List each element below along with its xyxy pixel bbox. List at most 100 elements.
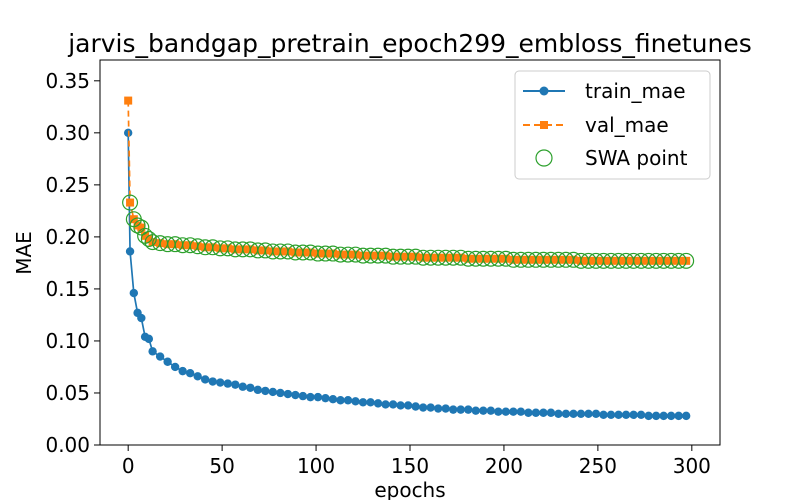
legend-train-marker [539,86,549,96]
train-mae-point [418,403,428,412]
train-mae-point [456,405,465,414]
legend-val-marker [540,121,548,129]
y-tick-label: 0.30 [45,121,90,145]
train-mae-point [231,380,240,389]
legend-val-label: val_mae [585,113,669,137]
train-mae-point [291,390,300,400]
train-mae-point [426,403,435,412]
train-mae-point [441,404,450,413]
train-mae-point [148,347,157,356]
train-mae-point [486,406,495,415]
train-mae-point [546,408,556,417]
train-mae-point [268,387,278,397]
train-mae-point [524,408,533,417]
train-mae-point [561,409,571,418]
train-mae-point [125,247,135,256]
swa-point [129,217,146,234]
train-mae-point [129,288,139,298]
train-mae-point [531,408,541,417]
val-mae-point [137,223,146,232]
train-mae-point [554,409,563,418]
plot-frame [99,59,721,446]
train-mae-point [298,391,308,401]
y-tick-label: 0.10 [45,329,90,353]
train-mae-point [644,411,653,421]
train-mae-point [246,383,255,392]
swa-point [122,194,139,211]
train-mae-point [185,369,195,378]
train-mae-point [336,396,345,405]
train-mae-point [216,378,225,387]
train-mae-point [358,398,368,407]
train-mae-point [283,389,293,399]
train-mae-point [516,407,526,416]
train-mae-point [261,386,270,396]
train-mae-point [208,377,217,386]
train-mae-point [411,402,420,411]
train-mae-point [137,313,146,323]
x-tick-label: 200 [485,454,523,478]
train-mae-point [636,410,646,420]
train-mae-point [201,375,210,384]
x-tick-label: 100 [297,454,335,478]
legend-swa-label: SWA point [585,146,688,170]
train-mae-point [396,401,405,410]
train-mae-point [591,409,601,418]
train-mae-point [584,409,593,418]
y-tick-label: 0.35 [45,69,90,93]
train-mae-point [621,410,631,420]
train-mae-point [651,411,661,421]
train-mae-point [170,362,180,372]
train-mae-point [343,396,353,405]
train-mae-point [328,395,338,404]
legend: train_mae val_mae SWA point [514,70,711,180]
train-mae-point [388,400,398,409]
train-mae-point [193,372,202,381]
train-mae-point [155,352,165,361]
train-mae-point [666,411,676,421]
val-mae-point [126,198,135,207]
y-tick-label: 0.15 [45,277,90,301]
x-axis-label: epochs [374,478,445,500]
train-mae-point [449,405,458,414]
train-mae-point [494,407,503,416]
chart-marks [122,96,695,421]
train-mae-point [144,334,154,344]
x-tick-label: 150 [391,454,429,478]
train-mae-point [238,382,247,391]
train-mae-point [253,385,263,395]
swa-point [140,230,157,247]
train-mae-point [373,399,383,408]
train-mae-point [599,410,608,420]
x-tick-label: 0 [122,454,135,478]
train-mae-point [351,397,360,406]
legend-train-label: train_mae [585,79,686,103]
val-mae-point [124,96,133,105]
legend-box [514,70,711,180]
train-mae-point [569,409,578,418]
train-mae-point [471,406,480,415]
y-tick-label: 0.20 [45,225,90,249]
train-mae-point [464,405,473,414]
train-mae-point [674,411,683,421]
train-mae-point [606,410,616,420]
train-mae-point [509,407,518,416]
chart-title: jarvis_bandgap_pretrain_epoch299_embloss… [67,29,752,58]
train-mae-point [681,411,691,421]
train-mae-point [433,404,443,413]
train-mae-point [659,411,668,421]
swa-point [678,252,695,269]
train-mae-point [306,392,315,402]
train-mae-point [223,379,232,388]
y-tick-label: 0.25 [45,173,90,197]
x-tick-label: 300 [673,454,711,478]
swa-point [670,252,687,269]
y-axis-label: MAE [12,231,36,275]
train-mae-point [313,392,323,402]
swa-point [133,219,150,236]
train-mae-point [479,406,488,415]
x-tick-label: 50 [209,454,234,478]
train-mae-point [366,398,375,407]
